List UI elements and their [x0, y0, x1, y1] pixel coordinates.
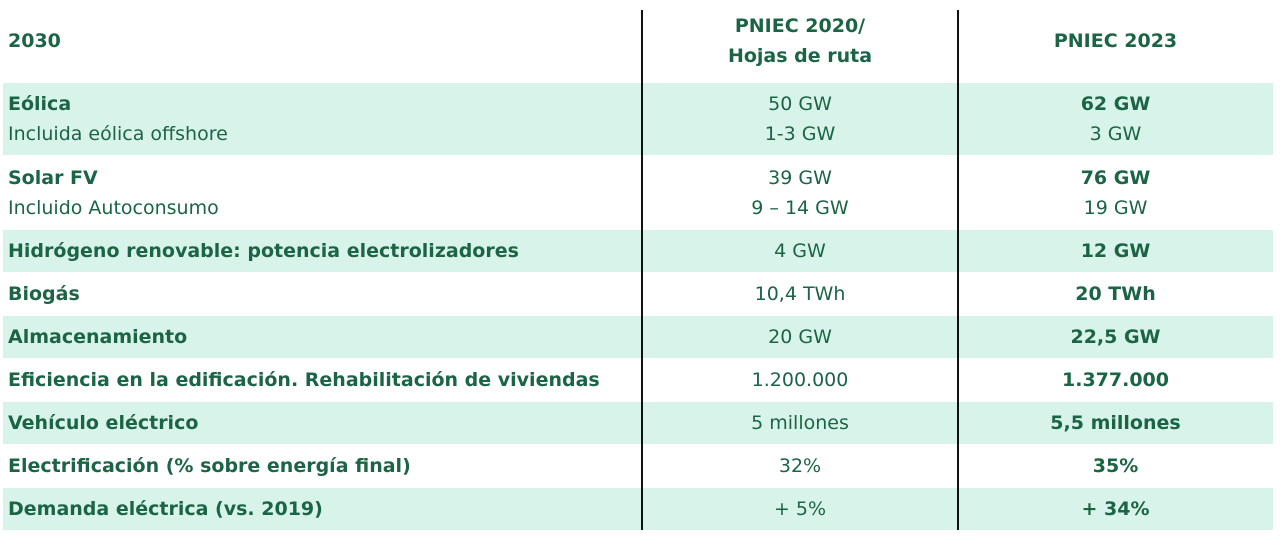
row-label-cell: Almacenamiento [8, 316, 187, 358]
pniec-2023-cell: 22,5 GW [958, 316, 1273, 358]
table-row: Almacenamiento 20 GW 22,5 GW [3, 316, 1273, 358]
value-2020-sub: 9 – 14 GW [751, 197, 849, 219]
value-2023: 5,5 millones [1050, 412, 1181, 434]
header-pniec-2020-line1: PNIEC 2020/ [734, 15, 866, 37]
pniec-2023-cell: 5,5 millones [958, 402, 1273, 444]
row-label-cell: Eficiencia en la edificación. Rehabilita… [8, 359, 600, 401]
pniec-2020-cell: 4 GW [642, 230, 958, 272]
header-pniec-2020: PNIEC 2020/ Hojas de ruta [642, 0, 958, 82]
value-2023-sub: 3 GW [1089, 123, 1142, 145]
value-2020: 50 GW [768, 93, 832, 115]
pniec-2023-cell: 76 GW 19 GW [958, 157, 1273, 229]
table-row: Eólica Incluida eólica offshore 50 GW 1-3 G… [3, 83, 1273, 155]
row-label-cell: Biogás [8, 273, 80, 315]
row-label: Vehículo eléctrico [8, 412, 199, 434]
value-2020-sub: 1-3 GW [764, 123, 836, 145]
value-2020: 32% [778, 455, 822, 477]
row-label: Solar FV [8, 167, 98, 189]
value-2020: 20 GW [768, 326, 832, 348]
row-label-cell: Electrificación (% sobre energía final) [8, 445, 411, 487]
row-sublabel: Incluida eólica offshore [8, 123, 228, 145]
table-row: Biogás 10,4 TWh 20 TWh [3, 273, 1273, 315]
value-2020: 1.200.000 [751, 369, 849, 391]
row-label: Hidrógeno renovable: potencia electroliz… [8, 240, 519, 262]
pniec-2023-cell: + 34% [958, 488, 1273, 530]
pniec-2023-cell: 12 GW [958, 230, 1273, 272]
pniec-2023-cell: 1.377.000 [958, 359, 1273, 401]
row-label: Eficiencia en la edificación. Rehabilita… [8, 369, 600, 391]
table-row: Solar FV Incluido Autoconsumo 39 GW 9 – 14 … [3, 157, 1273, 229]
value-2023: 1.377.000 [1062, 369, 1169, 391]
value-2020: 5 millones [751, 412, 849, 434]
pniec-2023-cell: 20 TWh [958, 273, 1273, 315]
row-label-cell: Vehículo eléctrico [8, 402, 198, 444]
row-label-cell: Solar FV Incluido Autoconsumo [8, 157, 219, 229]
pniec-2020-cell: + 5% [642, 488, 958, 530]
value-2023: 62 GW [1080, 93, 1151, 115]
pniec-2020-cell: 50 GW 1-3 GW [642, 83, 958, 155]
row-label-cell: Demanda eléctrica (vs. 2019) [8, 488, 323, 530]
value-2020: + 5% [773, 498, 827, 520]
row-label: Electrificación (% sobre energía final) [8, 455, 411, 477]
pniec-2020-cell: 20 GW [642, 316, 958, 358]
value-2023: 22,5 GW [1070, 326, 1161, 348]
row-label: Almacenamiento [8, 326, 188, 348]
value-2023: + 34% [1081, 498, 1150, 520]
table-row: Demanda eléctrica (vs. 2019) + 5% + 34% [3, 488, 1273, 530]
table-row: Vehículo eléctrico 5 millones 5,5 millones [3, 402, 1273, 444]
pniec-2020-cell: 32% [642, 445, 958, 487]
row-label: Eólica [8, 93, 72, 115]
pniec-2020-cell: 10,4 TWh [642, 273, 958, 315]
value-2020: 10,4 TWh [754, 283, 846, 305]
pniec-2020-cell: 5 millones [642, 402, 958, 444]
header-pniec-2023: PNIEC 2023 [1053, 30, 1178, 52]
column-divider [641, 10, 643, 530]
value-2023: 20 TWh [1075, 283, 1156, 305]
value-2023-sub: 19 GW [1083, 197, 1148, 219]
pniec-2020-cell: 39 GW 9 – 14 GW [642, 157, 958, 229]
row-label: Biogás [8, 283, 80, 305]
pniec-2023-cell: 35% [958, 445, 1273, 487]
header-year: 2030 [8, 30, 61, 52]
pniec-2020-cell: 1.200.000 [642, 359, 958, 401]
column-divider [957, 10, 959, 530]
table-row: Electrificación (% sobre energía final) 3… [3, 445, 1273, 487]
row-label: Demanda eléctrica (vs. 2019) [8, 498, 323, 520]
table-row: Eficiencia en la edificación. Rehabilita… [3, 359, 1273, 401]
header-pniec-2020-line2: Hojas de ruta [727, 45, 873, 67]
row-label-cell: Eólica Incluida eólica offshore [8, 83, 228, 155]
value-2023: 12 GW [1080, 240, 1151, 262]
row-sublabel: Incluido Autoconsumo [8, 197, 219, 219]
header-row: 2030 PNIEC 2020/ Hojas de ruta PNIEC 202… [3, 0, 1273, 82]
row-label-cell: Hidrógeno renovable: potencia electroliz… [8, 230, 519, 272]
value-2020: 39 GW [768, 167, 832, 189]
value-2020: 4 GW [774, 240, 826, 262]
value-2023: 76 GW [1080, 167, 1151, 189]
value-2023: 35% [1092, 455, 1139, 477]
pniec-2023-cell: 62 GW 3 GW [958, 83, 1273, 155]
table-row: Hidrógeno renovable: potencia electroliz… [3, 230, 1273, 272]
